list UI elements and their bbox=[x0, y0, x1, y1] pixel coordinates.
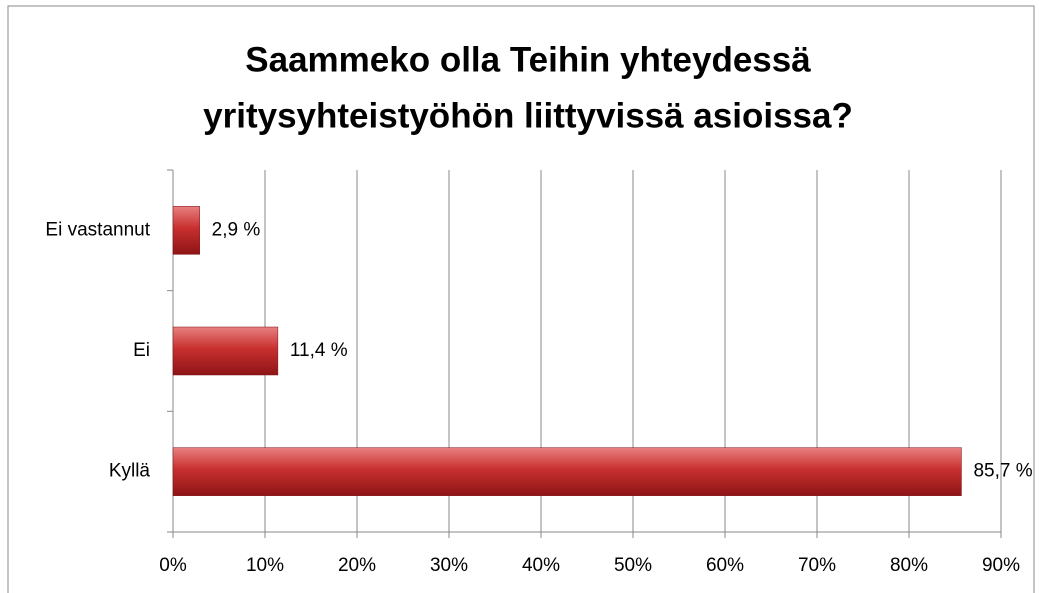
value-label: 85,7 % bbox=[973, 461, 1032, 482]
bar bbox=[172, 326, 279, 376]
x-tick-label: 20% bbox=[338, 555, 376, 576]
x-tick-label: 10% bbox=[246, 555, 284, 576]
x-tick-label: 50% bbox=[614, 555, 652, 576]
x-tick-label: 60% bbox=[706, 555, 744, 576]
y-tick-label: Kyllä bbox=[109, 461, 151, 482]
x-tick-label: 40% bbox=[522, 555, 560, 576]
bar bbox=[172, 206, 200, 255]
chart-title: yritysyhteistyöhön liittyvissä asioissa? bbox=[203, 96, 853, 135]
value-label: 11,4 % bbox=[290, 340, 348, 361]
x-tick-label: 80% bbox=[890, 555, 928, 576]
x-tick-label: 0% bbox=[159, 555, 187, 576]
x-tick-label: 90% bbox=[982, 555, 1020, 576]
x-tick-label: 30% bbox=[430, 555, 468, 576]
frame bbox=[7, 5, 1035, 593]
chart-title: Saammeko olla Teihin yhteydessä bbox=[245, 40, 811, 79]
bar bbox=[172, 447, 962, 496]
x-tick-label: 70% bbox=[798, 555, 836, 576]
value-label: 2,9 % bbox=[212, 219, 261, 240]
y-tick-label: Ei vastannut bbox=[45, 219, 150, 240]
y-tick-label: Ei bbox=[133, 340, 150, 361]
